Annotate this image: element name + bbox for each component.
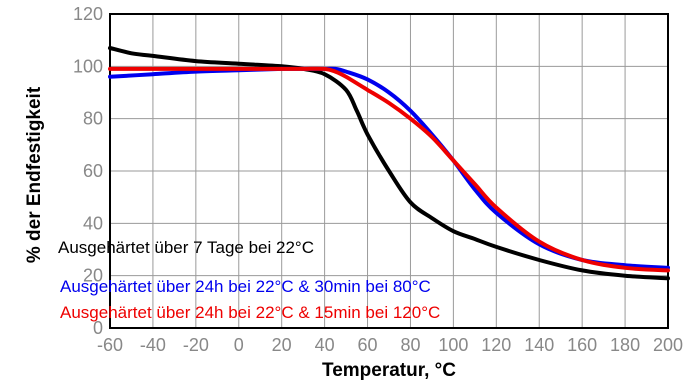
- x-tick-label: 100: [438, 335, 468, 355]
- y-tick-label: 120: [73, 4, 103, 24]
- x-tick-label: 40: [315, 335, 335, 355]
- x-tick-label: 140: [524, 335, 554, 355]
- series-line-red: [108, 66, 670, 273]
- x-tick-label: -60: [97, 335, 123, 355]
- plot-frame: [109, 13, 669, 329]
- x-tick-label: 120: [481, 335, 511, 355]
- legend: Ausgehärtet über 7 Tage bei 22°C Ausgehär…: [58, 238, 440, 322]
- y-tick-label: 40: [83, 213, 103, 233]
- x-tick-label: 20: [272, 335, 292, 355]
- y-axis-title: % der Endfestigkeit: [24, 86, 45, 263]
- x-tick-label: 80: [400, 335, 420, 355]
- x-tick-label: 200: [653, 335, 683, 355]
- y-tick-label: 20: [83, 266, 103, 286]
- x-tick-label: 60: [358, 335, 378, 355]
- x-axis-title: Temperatur, °C: [322, 360, 456, 381]
- series-lines: [108, 46, 670, 281]
- legend-entry-blue: Ausgehärtet über 24h bei 22°C & 30min be…: [60, 277, 431, 296]
- legend-entry-red: Ausgehärtet über 24h bei 22°C & 15min be…: [60, 303, 440, 322]
- y-tick-label: 0: [93, 318, 103, 338]
- tick-labels: 0 20 40 60 80 100 120 -60 -40 -20 0 20 40 60 80 100 120 1…: [73, 4, 683, 355]
- y-tick-label: 80: [83, 109, 103, 129]
- series-line-black: [108, 46, 670, 281]
- x-tick-label: 160: [567, 335, 597, 355]
- y-tick-label: 60: [83, 161, 103, 181]
- x-tick-label: -20: [183, 335, 209, 355]
- y-tick-label: 100: [73, 56, 103, 76]
- x-tick-label: -40: [140, 335, 166, 355]
- x-tick-label: 0: [234, 335, 244, 355]
- legend-entry-black: Ausgehärtet über 7 Tage bei 22°C: [58, 238, 314, 257]
- x-tick-label: 180: [610, 335, 640, 355]
